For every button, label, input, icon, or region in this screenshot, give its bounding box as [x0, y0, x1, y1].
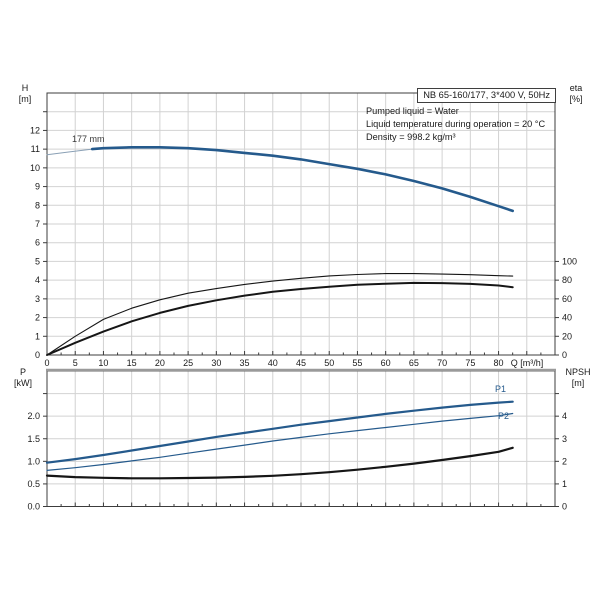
x-tick-label: 25	[183, 358, 193, 368]
x-tick-label: 75	[465, 358, 475, 368]
npsh-axis-title-symbol: NPSH	[565, 367, 591, 377]
y-right-tick-label: 80	[562, 275, 572, 285]
y-right-tick-label: 100	[562, 256, 577, 266]
h-axis-title-symbol: H	[21, 83, 29, 93]
p-axis-title-symbol: P	[19, 367, 26, 377]
curve-P2	[46, 412, 514, 471]
eta-axis-title-unit: [%]	[569, 94, 583, 104]
x-tick-label: 35	[240, 358, 250, 368]
x-tick-label: 40	[268, 358, 278, 368]
y-left-tick-label: 12	[30, 125, 40, 135]
x-tick-label: 70	[437, 358, 447, 368]
operating-conditions: Pumped liquid = Water Liquid temperature…	[366, 105, 545, 144]
x-tick-label: 15	[127, 358, 137, 368]
p-axis-title: P [kW]	[4, 367, 42, 389]
y-left-tick-label: 6	[35, 238, 40, 248]
y-left-tick-label: 1	[35, 331, 40, 341]
p1-curve-label: P1	[495, 384, 507, 394]
y-right-tick-label: 1	[562, 479, 567, 489]
x-tick-label: 55	[352, 358, 362, 368]
curve-P1	[45, 400, 514, 464]
x-tick-label: 45	[296, 358, 306, 368]
x-tick-label: 10	[98, 358, 108, 368]
h-axis-title: H [m]	[8, 83, 42, 105]
condition-density: Density = 998.2 kg/m³	[366, 132, 456, 142]
x-tick-label: 30	[211, 358, 221, 368]
y-left-tick-label: 0.0	[27, 502, 40, 512]
y-left-tick-label: 0	[35, 350, 40, 360]
y-left-tick-label: 5	[35, 256, 40, 266]
eta-axis-title-symbol: eta	[569, 83, 583, 93]
x-tick-label: 60	[381, 358, 391, 368]
x-tick-label: 65	[409, 358, 419, 368]
q-axis-unit-label: Q [m³/h]	[511, 358, 544, 368]
pump-designation-text: NB 65-160/177, 3*400 V, 50Hz	[423, 90, 550, 100]
y-left-tick-label: 7	[35, 219, 40, 229]
y-left-tick-label: 11	[31, 144, 40, 154]
x-tick-label: 50	[324, 358, 334, 368]
curve-NPSH	[45, 446, 514, 480]
npsh-axis-title-unit: [m]	[571, 378, 585, 388]
y-right-tick-label: 0	[562, 350, 567, 360]
y-right-tick-label: 3	[562, 434, 567, 444]
y-right-tick-label: 40	[562, 313, 572, 323]
y-left-tick-label: 0.5	[27, 479, 40, 489]
x-tick-label: 80	[494, 358, 504, 368]
y-left-tick-label: 1.0	[27, 456, 40, 466]
eta-axis-title: eta [%]	[556, 83, 596, 105]
curve-eta-pump	[46, 273, 514, 356]
h-axis-title-unit: [m]	[18, 94, 32, 104]
condition-liquid-temperature: Liquid temperature during operation = 20…	[366, 119, 546, 129]
y-right-tick-label: 2	[562, 456, 567, 466]
y-left-tick-label: 4	[35, 275, 40, 285]
y-left-tick-label: 2	[35, 313, 40, 323]
curve-eta-pump-plus-motor	[46, 281, 514, 356]
pump-designation-box: NB 65-160/177, 3*400 V, 50Hz	[417, 88, 556, 103]
x-tick-label: 0	[44, 358, 49, 368]
x-tick-label: 5	[73, 358, 78, 368]
y-right-tick-label: 60	[562, 294, 572, 304]
impeller-diameter-label: 177 mm	[72, 134, 105, 144]
npsh-axis-title: NPSH [m]	[554, 367, 602, 389]
condition-pumped-liquid: Pumped liquid = Water	[366, 106, 459, 116]
p-axis-title-unit: [kW]	[14, 378, 32, 388]
curve-head-177mm-low-flow	[46, 148, 93, 156]
y-right-tick-label: 20	[562, 331, 572, 341]
y-left-tick-label: 2.0	[27, 411, 40, 421]
y-left-tick-label: 10	[30, 163, 40, 173]
p2-curve-label: P2	[498, 411, 510, 421]
y-left-tick-label: 3	[35, 294, 40, 304]
curve-head-177mm	[90, 146, 515, 213]
x-tick-label: 20	[155, 358, 165, 368]
y-left-tick-label: 8	[35, 200, 40, 210]
y-right-tick-label: 0	[562, 502, 567, 512]
y-left-tick-label: 9	[35, 182, 40, 192]
y-right-tick-label: 4	[562, 411, 567, 421]
y-left-tick-label: 1.5	[27, 434, 40, 444]
